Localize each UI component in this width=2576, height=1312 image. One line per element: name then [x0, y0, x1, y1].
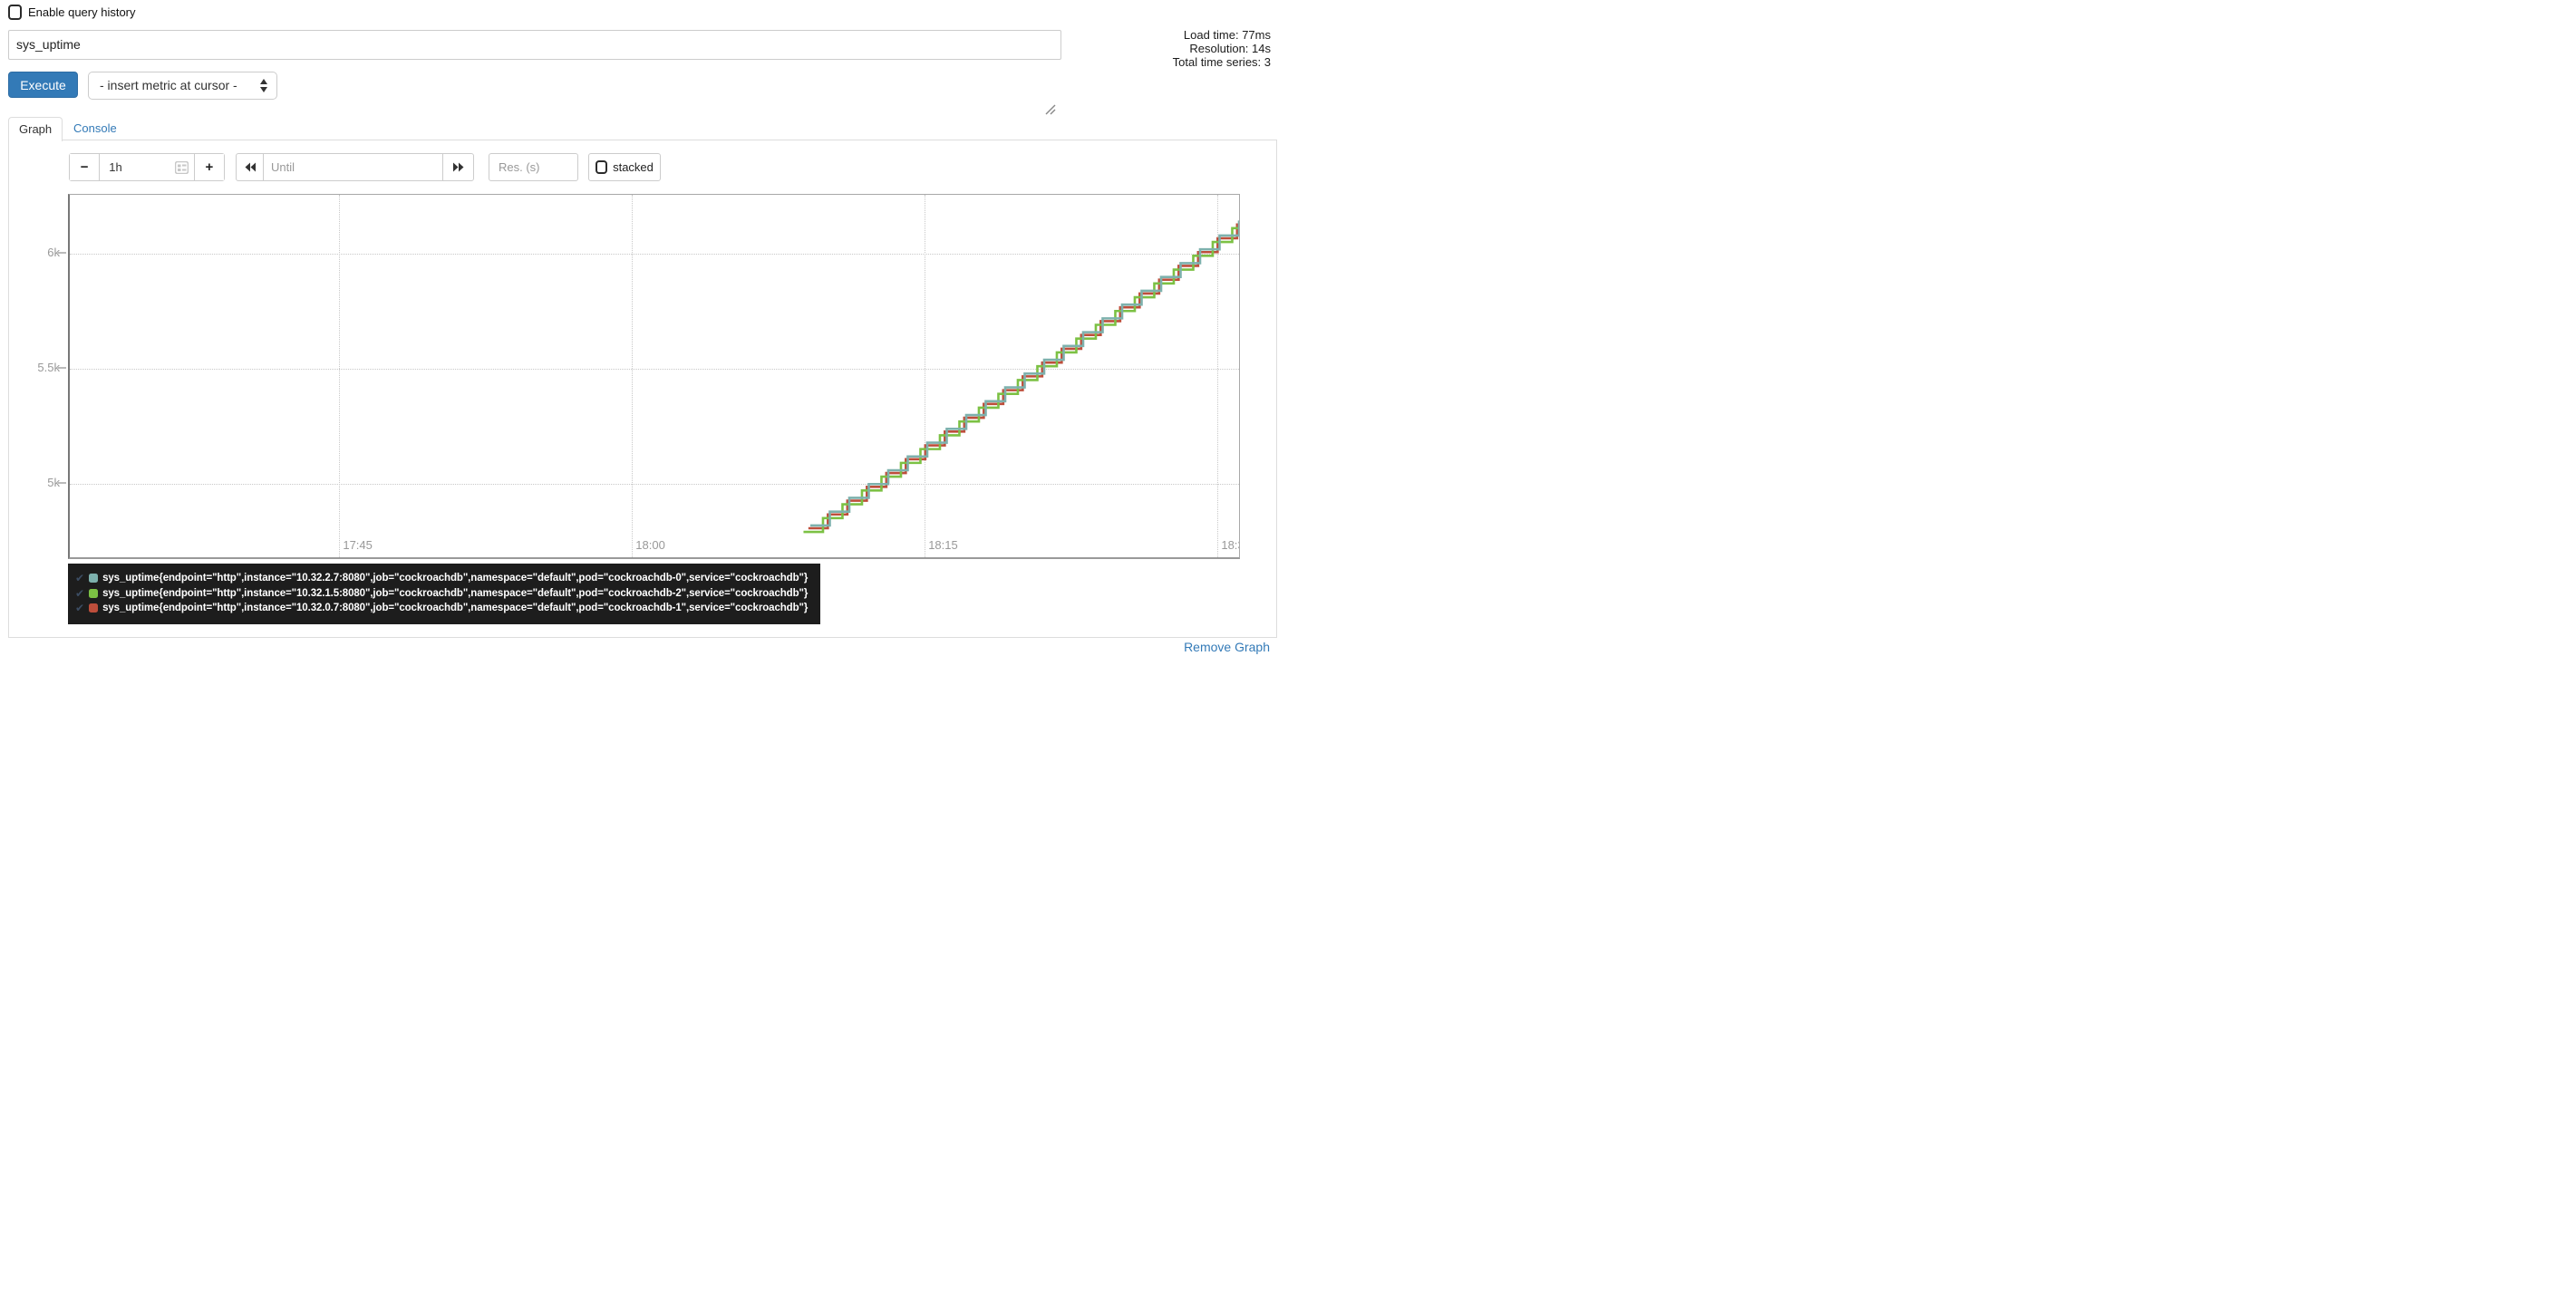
y-gridline — [70, 368, 1239, 370]
total-time-series: Total time series: 3 — [1172, 55, 1271, 69]
query-input[interactable]: sys_uptime — [8, 30, 1061, 60]
tab-console[interactable]: Console — [73, 121, 117, 135]
select-arrows-icon — [260, 77, 268, 94]
enable-query-history[interactable]: Enable query history — [8, 5, 136, 20]
legend-series-label: sys_uptime{endpoint="http",instance="10.… — [102, 602, 809, 613]
until-control-group — [236, 153, 474, 181]
legend-color-swatch — [89, 574, 99, 584]
query-stats: Load time: 77ms Resolution: 14s Total ti… — [1173, 28, 1271, 69]
y-tick-label: 6k — [47, 245, 60, 259]
legend-row[interactable]: ✔ sys_uptime{endpoint="http",instance="10… — [75, 571, 808, 585]
range-value-cell — [100, 154, 194, 180]
x-gridline — [632, 195, 634, 557]
series-line — [808, 223, 1239, 530]
y-gridline — [70, 483, 1239, 485]
range-control-group: − + — [69, 153, 225, 181]
legend-color-swatch — [89, 588, 99, 598]
x-gridline — [339, 195, 341, 557]
load-time: Load time: 77ms — [1183, 28, 1271, 42]
resolution: Resolution: 14s — [1189, 42, 1271, 55]
legend-row[interactable]: ✔ sys_uptime{endpoint="http",instance="10… — [75, 601, 808, 615]
graph-legend: ✔ sys_uptime{endpoint="http",instance="10… — [68, 564, 821, 625]
time-back-button[interactable] — [237, 154, 264, 180]
x-gridline — [1217, 195, 1219, 557]
prometheus-expression-browser: Enable query history sys_uptime Load tim… — [0, 0, 1288, 656]
legend-color-swatch — [89, 603, 99, 613]
stacked-toggle[interactable]: stacked — [588, 153, 661, 181]
query-history-label: Enable query history — [28, 5, 136, 19]
y-tick-label: 5k — [47, 475, 60, 489]
stacked-label: stacked — [613, 160, 654, 174]
until-input[interactable] — [264, 154, 442, 180]
y-tick-mark — [58, 481, 66, 484]
x-tick-label: 18:00 — [635, 538, 665, 552]
double-left-arrow-icon — [245, 162, 256, 172]
textarea-resize-grip-icon[interactable] — [1045, 104, 1056, 115]
insert-metric-value: - insert metric at cursor - — [100, 78, 237, 92]
y-gridline — [70, 253, 1239, 255]
double-right-arrow-icon — [452, 162, 463, 172]
legend-row[interactable]: ✔ sys_uptime{endpoint="http",instance="10… — [75, 585, 808, 600]
x-tick-label: 17:45 — [343, 538, 373, 552]
graph-plot-area[interactable]: 17:45 18:00 18:15 18:30 — [68, 194, 1240, 559]
range-decrease-button[interactable]: − — [70, 154, 101, 180]
insert-metric-select[interactable]: - insert metric at cursor - — [88, 72, 277, 100]
tab-graph[interactable]: Graph — [8, 117, 63, 141]
time-forward-button[interactable] — [442, 154, 473, 180]
stacked-checkbox-icon[interactable] — [596, 160, 608, 174]
resolution-input[interactable] — [489, 153, 578, 181]
datepicker-icon[interactable] — [174, 161, 189, 174]
legend-check-icon[interactable]: ✔ — [75, 572, 85, 585]
legend-check-icon[interactable]: ✔ — [75, 586, 85, 600]
y-tick-mark — [58, 251, 66, 254]
x-tick-label: 18:30 — [1221, 538, 1239, 552]
query-history-checkbox-icon[interactable] — [8, 5, 22, 20]
y-tick-mark — [58, 366, 66, 369]
x-tick-label: 18:15 — [928, 538, 958, 552]
legend-series-label: sys_uptime{endpoint="http",instance="10.… — [102, 587, 809, 599]
execute-button[interactable]: Execute — [8, 72, 78, 98]
remove-graph-link[interactable]: Remove Graph — [1184, 640, 1270, 654]
series-lines — [803, 220, 1239, 534]
series-line — [810, 220, 1239, 527]
legend-series-label: sys_uptime{endpoint="http",instance="10.… — [102, 573, 809, 584]
y-tick-label: 5.5k — [37, 360, 60, 374]
range-increase-button[interactable]: + — [193, 154, 224, 180]
legend-check-icon[interactable]: ✔ — [75, 601, 85, 614]
